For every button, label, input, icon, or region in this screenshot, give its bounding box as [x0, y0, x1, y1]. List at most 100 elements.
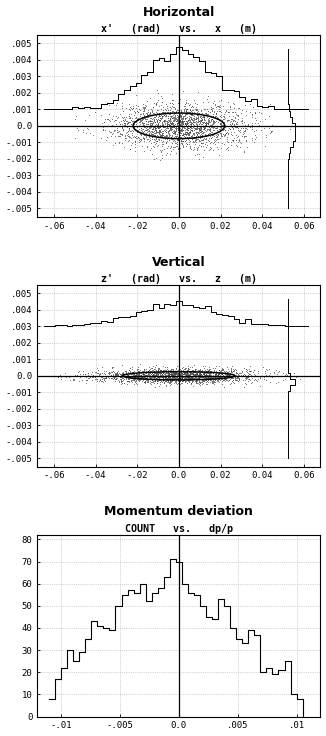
Point [185, 372, 190, 384]
Point [178, 372, 183, 384]
Point [185, 138, 190, 150]
Point [136, 124, 141, 135]
Point [184, 131, 189, 143]
Point [152, 116, 157, 128]
Point [106, 372, 111, 384]
Point [216, 105, 222, 117]
Point [183, 129, 188, 141]
Point [216, 368, 221, 380]
Point [192, 372, 198, 384]
Point [137, 116, 142, 127]
Point [209, 132, 214, 144]
Point [201, 144, 207, 156]
Point [141, 376, 147, 388]
Point [197, 373, 202, 385]
Point [192, 124, 197, 135]
Point [193, 375, 198, 387]
Point [139, 121, 144, 132]
Point [258, 121, 263, 132]
Point [169, 375, 174, 387]
Point [118, 371, 124, 383]
Point [189, 373, 194, 385]
Point [174, 365, 179, 377]
Point [158, 130, 163, 142]
Point [219, 138, 225, 149]
Point [156, 127, 161, 138]
Point [109, 366, 114, 378]
Point [99, 367, 105, 379]
Point [157, 107, 162, 118]
Point [154, 126, 159, 138]
Point [223, 375, 228, 386]
Point [178, 367, 183, 379]
Point [149, 106, 154, 118]
Point [162, 369, 168, 381]
Point [177, 115, 183, 127]
Point [197, 369, 202, 381]
Point [133, 377, 139, 389]
Point [175, 123, 180, 135]
Point [240, 374, 245, 386]
Point [190, 372, 196, 383]
Point [263, 367, 268, 379]
Point [195, 108, 200, 120]
Point [155, 367, 160, 379]
Point [191, 102, 196, 113]
Point [127, 364, 132, 376]
Point [175, 98, 181, 110]
Point [214, 120, 219, 132]
Point [193, 121, 199, 132]
Point [171, 369, 176, 381]
Point [177, 364, 182, 375]
Point [155, 378, 160, 389]
Point [182, 372, 187, 383]
Point [142, 124, 148, 135]
Point [181, 115, 186, 127]
Point [151, 112, 156, 124]
Point [139, 371, 144, 383]
Point [142, 129, 148, 141]
Point [146, 124, 151, 135]
Point [210, 124, 215, 136]
Point [174, 109, 179, 121]
Point [192, 369, 197, 381]
Point [161, 116, 166, 128]
Point [246, 119, 251, 131]
Point [220, 116, 225, 127]
Point [153, 373, 158, 385]
Point [214, 373, 219, 385]
Point [135, 369, 140, 381]
Point [188, 112, 194, 124]
Point [178, 368, 184, 380]
Point [247, 98, 252, 110]
Point [181, 367, 186, 378]
Point [156, 119, 161, 131]
Point [228, 100, 233, 112]
Point [134, 113, 140, 125]
Point [164, 117, 169, 129]
Point [220, 121, 225, 132]
Point [182, 372, 187, 383]
Point [178, 369, 183, 381]
Point [229, 378, 234, 389]
Point [201, 132, 207, 144]
Point [176, 367, 181, 379]
Point [193, 135, 198, 146]
Point [92, 372, 97, 383]
Point [186, 136, 192, 148]
Point [185, 369, 190, 381]
Point [155, 114, 160, 126]
Point [203, 369, 208, 381]
Point [219, 362, 225, 374]
Point [193, 126, 198, 138]
Point [214, 120, 219, 132]
Point [208, 368, 213, 380]
Point [221, 372, 226, 383]
Point [201, 110, 206, 121]
Point [167, 371, 172, 383]
Point [236, 109, 241, 121]
Point [252, 364, 257, 376]
Point [141, 112, 146, 124]
Point [219, 373, 225, 385]
Point [163, 375, 168, 387]
